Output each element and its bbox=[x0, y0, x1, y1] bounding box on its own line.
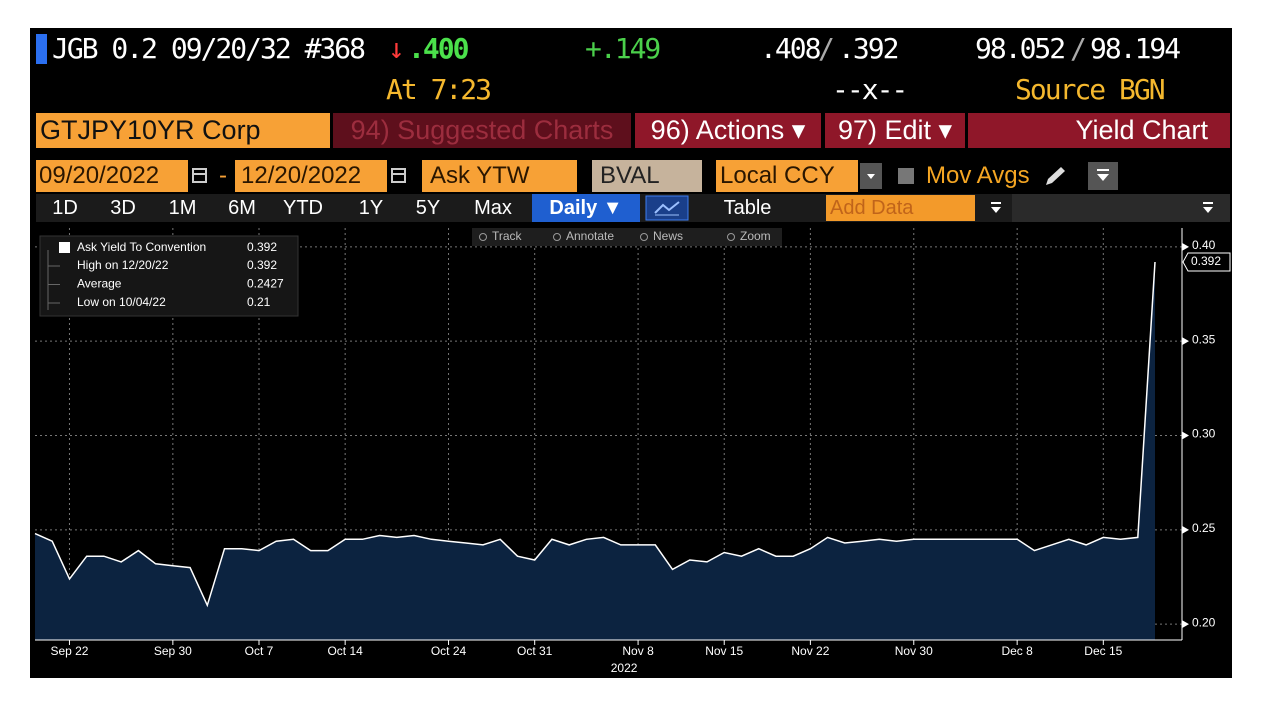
x-tick-label: Oct 31 bbox=[517, 644, 553, 658]
period-button[interactable]: 1Y bbox=[358, 197, 384, 219]
start-date[interactable]: 09/20/2022 bbox=[36, 160, 188, 192]
chart-style-button[interactable] bbox=[645, 195, 689, 221]
add-data-box[interactable]: Add Data bbox=[826, 195, 975, 221]
pricing-source-box[interactable]: BVAL bbox=[592, 160, 702, 192]
period-button[interactable]: Max bbox=[474, 197, 512, 219]
chart-tool[interactable]: News bbox=[653, 229, 683, 243]
field-box[interactable]: Ask YTW bbox=[422, 160, 577, 192]
suggested-charts-button[interactable]: 94) Suggested Charts bbox=[333, 113, 631, 148]
pricing-source: Source BGN bbox=[1015, 73, 1166, 106]
x-tick-label: Dec 8 bbox=[1001, 644, 1033, 658]
legend-value: 0.392 bbox=[247, 240, 277, 254]
x-tick-label: Nov 8 bbox=[622, 644, 654, 658]
mov-avgs-checkbox[interactable] bbox=[898, 168, 914, 184]
ticker-box[interactable]: GTJPY10YR Corp bbox=[36, 113, 330, 148]
legend-stat-label: Average bbox=[77, 277, 122, 291]
page-title: Yield Chart bbox=[968, 113, 1230, 148]
net-change: +.149 bbox=[585, 32, 661, 65]
separator: / bbox=[1070, 32, 1087, 65]
exchange-mark: --x-- bbox=[832, 73, 908, 106]
tool-icon bbox=[727, 233, 735, 241]
toolbar-spacer bbox=[1012, 194, 1230, 222]
quote-time: At 7:23 bbox=[386, 73, 492, 106]
y-tick-label: 0.20 bbox=[1192, 615, 1216, 629]
period-button[interactable]: YTD bbox=[283, 197, 323, 219]
chart-tool[interactable]: Annotate bbox=[566, 229, 614, 243]
calendar-icon[interactable] bbox=[391, 166, 407, 184]
options-dropdown[interactable] bbox=[1088, 162, 1118, 190]
y-tick-label: 0.30 bbox=[1192, 427, 1216, 441]
security: JGB 0.2 09/20/32 #368 bbox=[52, 32, 366, 65]
legend-entry: Ask Yield To Convention bbox=[77, 240, 206, 254]
period-button[interactable]: 1D bbox=[52, 197, 78, 219]
legend-box bbox=[39, 235, 299, 317]
mov-avgs-label: Mov Avgs bbox=[926, 162, 1030, 189]
y-tick-label: 0.35 bbox=[1192, 332, 1216, 346]
bid-price: 98.052 bbox=[975, 32, 1066, 65]
chart-tools-bar bbox=[472, 228, 782, 246]
x-tick-label: Oct 7 bbox=[245, 644, 274, 658]
y-tick-label: 0.25 bbox=[1192, 521, 1216, 535]
last-value-label: 0.392 bbox=[1191, 254, 1221, 268]
legend-stat-value: 0.392 bbox=[247, 258, 277, 272]
legend-stat-label: Low on 10/04/22 bbox=[77, 295, 166, 309]
period-button[interactable]: 3D bbox=[110, 197, 136, 219]
last-yield: .400 bbox=[408, 32, 469, 65]
currency-dropdown[interactable] bbox=[860, 163, 882, 189]
year-label: 2022 bbox=[611, 661, 638, 675]
frequency-button[interactable]: Daily ▼ bbox=[532, 194, 640, 222]
series-line bbox=[34, 261, 1156, 608]
area-fill bbox=[35, 262, 1155, 640]
table-button[interactable]: Table bbox=[723, 197, 772, 219]
x-tick-label: Oct 14 bbox=[327, 644, 363, 658]
panel-dropdown[interactable] bbox=[1198, 197, 1218, 219]
ask-price: 98.194 bbox=[1090, 32, 1181, 65]
period-button[interactable]: 1M bbox=[168, 197, 197, 219]
period-button[interactable]: 6M bbox=[228, 197, 256, 219]
y-tick-label: 0.40 bbox=[1192, 238, 1216, 252]
last-value-badge bbox=[1182, 252, 1231, 272]
legend-swatch bbox=[59, 242, 70, 253]
ask-yield: .392 bbox=[838, 32, 899, 65]
security-marker bbox=[36, 34, 47, 64]
x-tick-label: Sep 30 bbox=[154, 644, 192, 658]
tool-icon bbox=[553, 233, 561, 241]
add-data-dropdown[interactable] bbox=[986, 197, 1006, 219]
legend-stat-value: 0.2427 bbox=[247, 277, 284, 291]
x-tick-label: Sep 22 bbox=[50, 644, 88, 658]
chart-tool[interactable]: Track bbox=[492, 229, 523, 243]
y-tick-mark bbox=[1182, 620, 1189, 629]
legend-stat-value: 0.21 bbox=[247, 295, 271, 309]
y-tick-mark bbox=[1182, 431, 1189, 440]
legend-stat-label: High on 12/20/22 bbox=[77, 258, 169, 272]
actions-button[interactable]: 96) Actions ▾ bbox=[635, 113, 821, 148]
tool-icon bbox=[479, 233, 487, 241]
x-tick-label: Nov 15 bbox=[705, 644, 743, 658]
date-dash: - bbox=[219, 162, 227, 189]
bid-yield: .408 bbox=[760, 32, 821, 65]
tool-icon bbox=[640, 233, 648, 241]
y-tick-mark bbox=[1182, 525, 1189, 534]
y-tick-mark bbox=[1182, 337, 1189, 346]
separator: / bbox=[818, 32, 835, 65]
calendar-icon[interactable] bbox=[192, 166, 208, 184]
pencil-icon[interactable] bbox=[1042, 164, 1068, 188]
currency-box[interactable]: Local CCY bbox=[716, 160, 858, 192]
y-tick-mark bbox=[1182, 242, 1189, 251]
x-tick-label: Dec 15 bbox=[1084, 644, 1122, 658]
x-tick-label: Nov 30 bbox=[895, 644, 933, 658]
direction-arrow: ↓ bbox=[388, 32, 405, 65]
period-button[interactable]: 5Y bbox=[415, 197, 441, 219]
edit-button[interactable]: 97) Edit ▾ bbox=[825, 113, 965, 148]
x-tick-label: Nov 22 bbox=[791, 644, 829, 658]
x-tick-label: Oct 24 bbox=[431, 644, 467, 658]
chart-tool[interactable]: Zoom bbox=[740, 229, 771, 243]
end-date[interactable]: 12/20/2022 bbox=[235, 160, 387, 192]
